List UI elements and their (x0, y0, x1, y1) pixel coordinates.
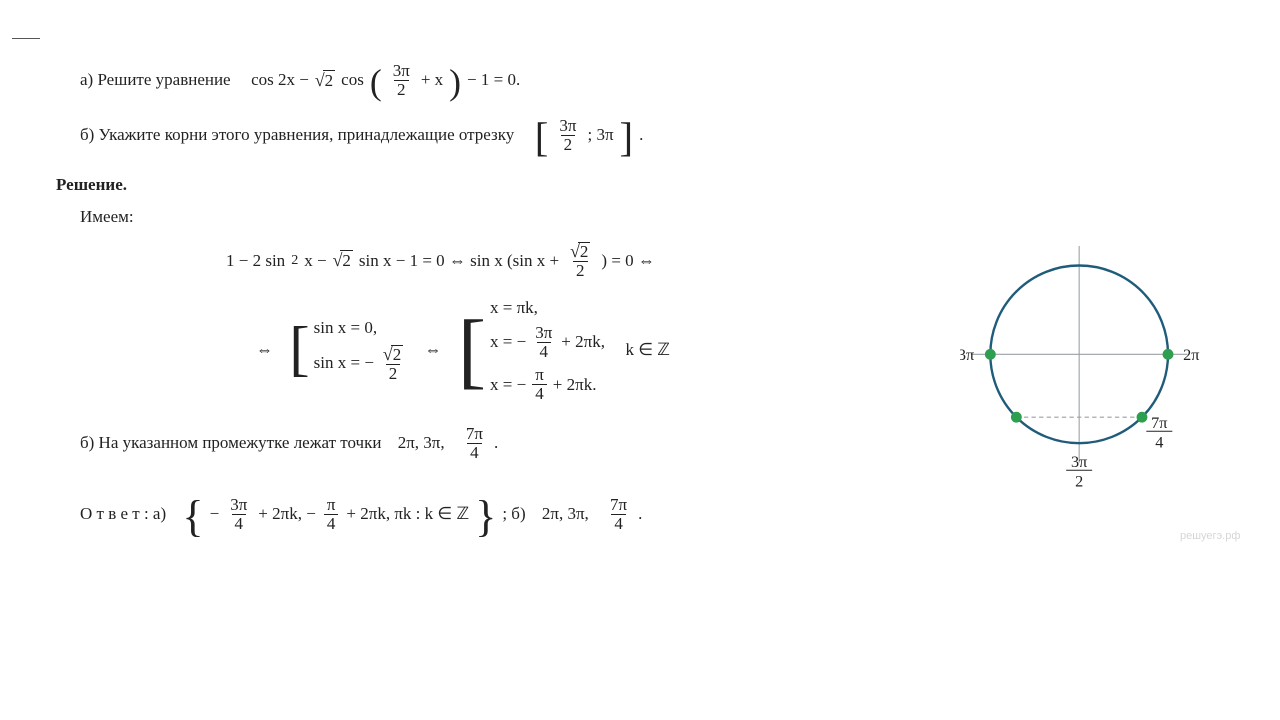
answer-label: О т в е т : а) (80, 504, 166, 524)
solution-heading: Решение. (56, 175, 916, 195)
eq-a-left: cos 2x − (251, 70, 309, 90)
eq-a-right: − 1 = 0. (467, 70, 520, 90)
bracket-left-icon: [ (535, 124, 549, 153)
watermark: решуегэ.рф (1180, 530, 1240, 542)
fraction: 3π 2 (556, 117, 579, 154)
sqrt-icon: 2 (333, 250, 353, 271)
paren-right-icon: ) (449, 68, 461, 97)
part-b-prefix: б) Укажите корни этого уравнения, принад… (80, 125, 514, 145)
svg-text:3π: 3π (960, 346, 974, 364)
page-root: а) Решите уравнение cos 2x − 2 cos ( 3π … (0, 0, 1280, 720)
part-b-points: б) На указанном промежутке лежат точки 2… (80, 425, 916, 462)
interval-sep: ; 3π (587, 125, 613, 145)
paren-tail: + x (421, 70, 443, 90)
svg-text:7π: 7π (1151, 414, 1167, 432)
sqrt-icon: 2 (570, 242, 590, 261)
svg-text:2: 2 (1075, 473, 1083, 491)
brace-left-icon: { (182, 502, 203, 533)
fraction: π 4 (532, 366, 547, 403)
dot: . (639, 125, 643, 145)
fraction: 2 2 (380, 344, 406, 382)
paren-left-icon: ( (370, 68, 382, 97)
k-in-Z: k ∈ ℤ (625, 340, 669, 360)
fraction: 7π 4 (463, 425, 486, 462)
system-2: [ x = πk, x = − 3π 4 + 2πk, x = − (458, 298, 605, 403)
fraction: 3π 4 (227, 496, 250, 533)
brace-right-icon: } (475, 502, 496, 533)
system-1: [ sin x = 0, sin x = − 2 2 (289, 318, 408, 382)
svg-text:2π: 2π (1183, 346, 1199, 364)
svg-text:4: 4 (1155, 433, 1163, 451)
fraction: 7π 4 (607, 496, 630, 533)
bracket-right-icon: ] (620, 124, 634, 153)
fraction: 2 2 (567, 241, 593, 279)
decorative-dash (12, 38, 40, 39)
part-a-prefix: а) Решите уравнение (80, 70, 231, 90)
sqrt-icon: 2 (315, 70, 335, 91)
unit-circle-figure: 2π 3π 7π4 3π 2 (960, 246, 1220, 506)
fraction: 3π 4 (532, 324, 555, 361)
derivation-systems: ⇔ [ sin x = 0, sin x = − 2 2 ⇔ (256, 298, 916, 403)
content-column: а) Решите уравнение cos 2x − 2 cos ( 3π … (56, 62, 916, 544)
fraction: 3π 2 (390, 62, 413, 99)
problem-part-a: а) Решите уравнение cos 2x − 2 cos ( 3π … (80, 62, 916, 99)
system-bracket-icon: [ (458, 320, 486, 381)
system-bracket-icon: [ (289, 327, 309, 373)
fraction: π 4 (324, 496, 339, 533)
svg-text:3π: 3π (1071, 453, 1087, 471)
problem-part-b: б) Укажите корни этого уравнения, принад… (80, 117, 916, 154)
derivation-line-1: 1 − 2 sin2 x − 2 sin x − 1 = 0 ⇔ sin x (… (226, 241, 916, 279)
have-label: Имеем: (80, 207, 916, 227)
sqrt-icon: 2 (383, 345, 403, 364)
eq-a-mid: cos (341, 70, 364, 90)
answer-line: О т в е т : а) { − 3π 4 + 2πk, − π 4 + 2… (80, 496, 916, 533)
